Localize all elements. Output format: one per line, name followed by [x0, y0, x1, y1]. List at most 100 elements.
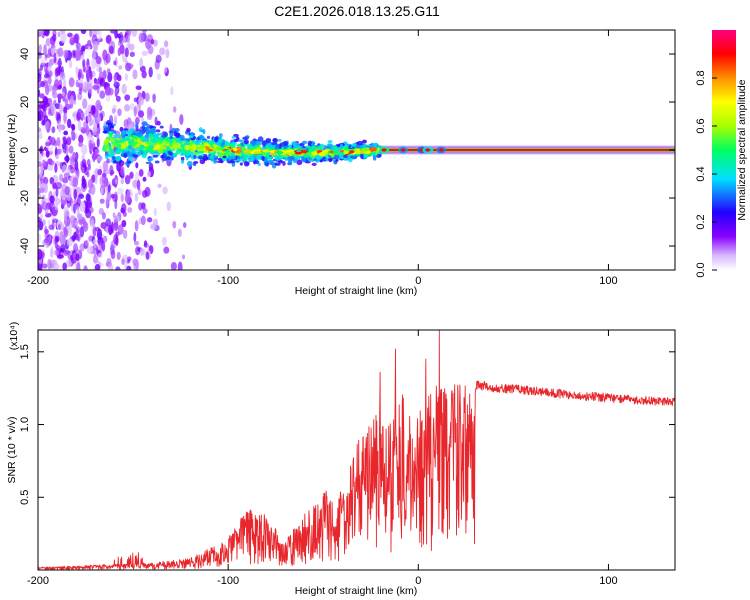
spectrogram-band-cell: [241, 152, 246, 157]
spectrogram-noise-cell: [42, 176, 49, 185]
spectrogram-ridge-cell: [322, 149, 329, 153]
spectrogram-noise-cell: [44, 53, 52, 59]
spectrogram-noise-cell: [141, 70, 147, 79]
snr-x-tick-label: -200: [27, 575, 49, 587]
spectrogram-ridge-cell: [208, 148, 213, 152]
spectrogram-noise-cell: [124, 104, 131, 112]
spectrogram-noise-cell: [132, 69, 138, 80]
spectrogram-band-cell: [159, 143, 164, 150]
spectrogram-noise-cell: [155, 54, 162, 64]
spectrogram-noise-cell: [68, 77, 75, 88]
spectrogram-noise-cell: [38, 44, 42, 54]
spectrogram-noise-cell: [44, 229, 49, 234]
spectrogram-band-cell: [218, 152, 224, 158]
spectrogram-band-cell: [148, 133, 153, 139]
spectrogram-ridge-cell: [233, 147, 238, 152]
spectrogram-band-cell: [185, 145, 190, 151]
spectrogram-noise-cell: [63, 130, 69, 136]
spectrogram-band-cell: [251, 141, 256, 147]
spectrogram-noise-cell: [43, 114, 49, 122]
spectrogram-noise-cell: [59, 71, 66, 81]
spectrogram-band-cell: [143, 143, 149, 147]
spectrogram-noise-cell: [96, 137, 100, 148]
spectrogram-noise-cell: [54, 242, 59, 249]
spectrogram-band-cell: [185, 152, 190, 156]
spectrogram-ridge-cell: [224, 149, 231, 153]
spectrogram-band-cell: [347, 157, 353, 163]
spectrogram-band-cell: [165, 156, 171, 160]
spectrogram-ridge-cell: [311, 151, 318, 156]
spectrogram-noise-cell: [48, 160, 55, 166]
spectrogram-band-cell: [112, 141, 117, 147]
spectrogram-noise-cell: [95, 99, 102, 111]
spectrogram-noise-cell: [133, 97, 138, 103]
spectrogram-band-cell: [204, 142, 209, 148]
spectrogram-band-cell: [107, 123, 113, 129]
spectrogram-noise-cell: [96, 155, 103, 161]
spectrogram-band-cell: [179, 144, 185, 148]
spectrogram-noise-cell: [117, 187, 124, 195]
spectrogram-noise-cell: [98, 207, 104, 215]
spectrogram-band-cell: [231, 136, 236, 139]
spectrogram-noise-cell: [40, 187, 45, 194]
spectrogram-noise-cell: [54, 79, 60, 88]
spectrogram-band-cell: [135, 122, 139, 129]
spectrogram-y-tick-label: 40: [19, 48, 31, 60]
spectrogram-band-cell: [136, 142, 140, 148]
spectrogram-band-cell: [319, 159, 323, 163]
spectrogram-noise-cell: [59, 235, 65, 246]
spectrogram-band-cell: [154, 160, 160, 164]
spectrogram-band-cell: [113, 130, 117, 134]
spectrogram-band-cell: [282, 140, 289, 147]
spectrogram-band-cell: [141, 125, 146, 131]
spectrogram-noise-cell: [157, 183, 162, 189]
spectrogram-noise-cell: [140, 215, 146, 226]
spectrogram-band-cell: [310, 143, 315, 147]
spectrogram-band-cell: [372, 151, 377, 156]
spectrogram-band-cell: [263, 156, 268, 162]
spectrogram-noise-cell: [94, 263, 101, 270]
snr-y-tick-label: 1.5: [19, 344, 31, 359]
spectrogram-y-axis-label: Frequency (Hz): [6, 114, 18, 186]
spectrogram-ridge-cell: [263, 149, 270, 153]
spectrogram-band-cell: [155, 129, 161, 133]
spectrogram-noise-cell: [41, 201, 48, 211]
spectrogram-noise-cell: [84, 109, 89, 116]
spectrogram-noise-cell: [133, 105, 137, 117]
spectrogram-band-cell: [324, 158, 330, 161]
spectrogram-noise-cell: [54, 67, 59, 77]
spectrogram-noise-cell: [38, 233, 42, 243]
spectrogram-noise-cell: [91, 58, 97, 70]
spectrogram-noise-cell: [94, 176, 98, 185]
spectrogram-noise-cell: [146, 217, 153, 223]
spectrogram-noise-cell: [113, 234, 119, 245]
spectrogram-y-tick-label: 0: [19, 147, 31, 153]
spectrogram-band-cell: [262, 141, 267, 148]
spectrogram-noise-cell: [163, 246, 170, 254]
spectrogram-noise-cell: [75, 79, 79, 88]
spectrogram-band-cell: [198, 134, 204, 140]
spectrogram-noise-cell: [38, 133, 43, 140]
snr-background: [38, 330, 675, 570]
spectrogram-noise-cell: [67, 32, 73, 38]
snr-x-axis-label: Height of straight line (km): [295, 585, 418, 597]
spectrogram-band-cell: [230, 155, 237, 160]
spectrogram-band-cell: [104, 139, 110, 144]
snr-axes: -200 -100 0 100 0.5 1.0 1.5: [19, 330, 675, 587]
spectrogram-noise-cell: [52, 182, 57, 190]
spectrogram-noise-cell: [78, 142, 84, 148]
spectrogram-x-axis-label: Height of straight line (km): [295, 285, 418, 297]
spectrogram-noise-cell: [61, 91, 66, 97]
spectrogram-band-cell: [306, 156, 312, 162]
spectrogram-band-cell: [131, 134, 136, 139]
spectrogram-noise-cell: [57, 61, 63, 66]
spectrogram-noise-cell: [49, 195, 55, 204]
spectrogram-noise-cell: [172, 220, 177, 229]
spectrogram-ridge-cell: [329, 150, 334, 154]
spectrogram-band-cell: [328, 158, 333, 161]
spectrogram-band-cell: [198, 155, 203, 160]
spectrogram-band-cell: [141, 152, 147, 159]
spectrogram-band-cell: [216, 146, 222, 149]
spectrogram-noise-cell: [99, 77, 106, 87]
spectrogram-x-tick-label: -100: [217, 275, 239, 287]
